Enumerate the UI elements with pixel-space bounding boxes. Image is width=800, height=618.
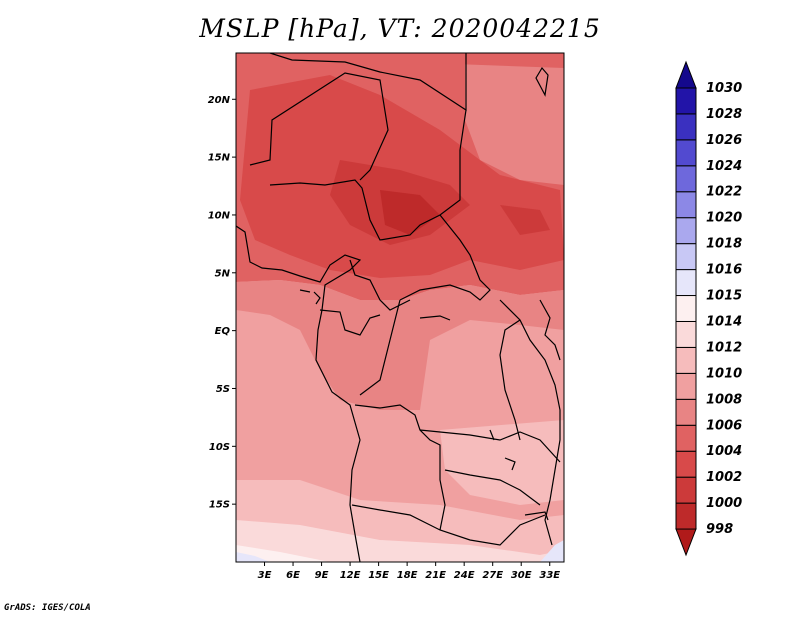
lon-label: 18E bbox=[397, 570, 418, 581]
lon-label: 12E bbox=[340, 570, 361, 581]
colorbar-label: 1016 bbox=[706, 263, 742, 278]
colorbar-bin bbox=[675, 60, 697, 89]
colorbar-label: 1024 bbox=[706, 159, 742, 174]
lon-label: 21E bbox=[425, 570, 446, 581]
lon-label: 9E bbox=[315, 570, 329, 581]
country-borders bbox=[236, 53, 561, 562]
colorbar-label: 1012 bbox=[706, 340, 742, 355]
lat-label: 20N bbox=[208, 95, 231, 106]
colorbar-bin bbox=[675, 346, 697, 374]
colorbar-label: 1004 bbox=[706, 444, 742, 459]
colorbar-label: 1020 bbox=[706, 211, 742, 226]
lon-label: 33E bbox=[539, 570, 560, 581]
lon-label: 30E bbox=[511, 570, 532, 581]
lon-label: 15E bbox=[368, 570, 389, 581]
colorbar-label: 1000 bbox=[706, 496, 742, 511]
lat-label: 10N bbox=[208, 210, 231, 221]
colorbar-label: 1002 bbox=[706, 470, 742, 485]
longitude-axis: 3E 6E 9E 12E 15E 18E 21E 24E 27E 30E 33E bbox=[258, 562, 560, 581]
latitude-axis: 20N 15N 10N 5N EQ 5S 10S 15S bbox=[208, 95, 236, 511]
lon-label: 27E bbox=[482, 570, 503, 581]
lat-label: 5S bbox=[216, 384, 230, 395]
colorbar-label: 1006 bbox=[706, 418, 742, 433]
lon-label: 3E bbox=[258, 570, 272, 581]
colorbar-bin bbox=[675, 450, 697, 478]
colorbar-label: 1015 bbox=[706, 289, 742, 304]
grads-credit: GrADS: IGES/COLA bbox=[4, 603, 91, 613]
lat-label: EQ bbox=[215, 326, 231, 337]
colorbar-label: 1028 bbox=[706, 107, 742, 122]
colorbar-bin bbox=[675, 191, 697, 219]
colorbar: 998 1000 1002 1004 1006 1008 1010 1012 1014 1015 1… bbox=[675, 60, 742, 557]
colorbar-bin bbox=[675, 139, 697, 167]
lon-label: 24E bbox=[454, 570, 475, 581]
colorbar-bin bbox=[675, 320, 697, 348]
lon-label: 6E bbox=[286, 570, 300, 581]
lat-label: 15N bbox=[208, 153, 231, 164]
colorbar-bin bbox=[675, 295, 697, 322]
colorbar-bin bbox=[675, 424, 697, 452]
colorbar-label: 1026 bbox=[706, 133, 742, 148]
colorbar-label: 1030 bbox=[706, 81, 742, 96]
lat-label: 5N bbox=[215, 268, 231, 279]
colorbar-bin bbox=[675, 398, 697, 426]
colorbar-bin bbox=[675, 165, 697, 193]
colorbar-label: 1018 bbox=[706, 237, 742, 252]
colorbar-label: 1014 bbox=[706, 314, 742, 329]
lat-label: 10S bbox=[209, 442, 230, 453]
colorbar-label: 1008 bbox=[706, 392, 742, 407]
colorbar-bin bbox=[675, 87, 697, 115]
colorbar-bin bbox=[675, 269, 697, 297]
colorbar-bin bbox=[675, 372, 697, 400]
colorbar-bin bbox=[675, 113, 697, 141]
pressure-field bbox=[236, 53, 564, 562]
colorbar-bin bbox=[675, 217, 697, 245]
colorbar-label: 1022 bbox=[706, 185, 742, 200]
colorbar-label: 1010 bbox=[706, 366, 742, 381]
chart-title: MSLP [hPa], VT: 2020042215 bbox=[199, 14, 601, 43]
colorbar-label: 998 bbox=[706, 522, 733, 537]
lat-label: 15S bbox=[209, 500, 230, 511]
colorbar-bin bbox=[675, 528, 697, 557]
colorbar-bin bbox=[675, 502, 697, 530]
colorbar-bin bbox=[675, 476, 697, 504]
colorbar-bin bbox=[675, 243, 697, 271]
